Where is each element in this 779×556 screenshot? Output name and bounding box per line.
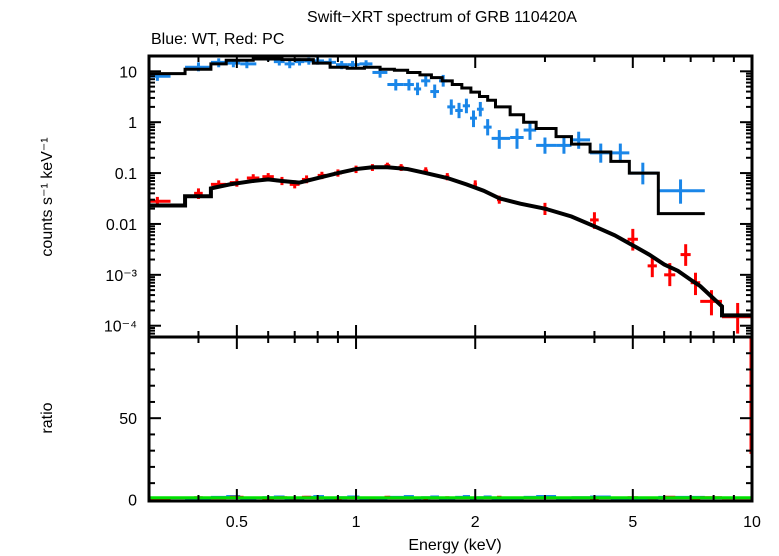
y-tick-label: 10⁻⁴ <box>104 319 137 336</box>
y-tick-label: 10 <box>119 64 137 81</box>
x-tick-label: 5 <box>628 514 637 531</box>
data-point <box>476 101 484 117</box>
y-tick-label: 0.01 <box>106 217 137 234</box>
data-point <box>483 119 492 136</box>
data-point <box>680 244 691 266</box>
y-ratio-tick-label: 50 <box>119 411 137 428</box>
data-point <box>556 137 572 154</box>
data-point <box>387 79 404 91</box>
ratio-frame <box>147 335 754 503</box>
series-pc-model <box>149 165 752 318</box>
ratio-ylabel: ratio <box>39 402 56 433</box>
chart-title: Swift−XRT spectrum of GRB 110420A <box>307 9 577 26</box>
data-point <box>430 84 439 98</box>
y-tick-label: 1 <box>128 115 137 132</box>
data-point <box>413 82 422 96</box>
series-wt-model <box>149 57 705 216</box>
data-point <box>647 255 657 278</box>
data-point <box>447 99 456 115</box>
y-tick-label: 0.1 <box>115 166 137 183</box>
x-tick-label: 1 <box>352 514 361 531</box>
data-point <box>523 122 537 140</box>
x-tick-label: 10 <box>743 514 761 531</box>
data-point <box>403 79 414 91</box>
data-point <box>284 60 295 69</box>
series-pc-data <box>149 162 752 334</box>
data-point <box>571 131 591 149</box>
x-tick-label: 0.5 <box>226 514 248 531</box>
y-ratio-tick-label: 0 <box>128 492 137 509</box>
chart-subtitle: Blue: WT, Red: PC <box>151 31 284 48</box>
data-point <box>658 179 705 204</box>
data-point <box>421 74 431 87</box>
x-tick-label: 2 <box>471 514 480 531</box>
data-point <box>536 137 557 154</box>
ratio-panel: 0.5 1 2 5 10 0 50 <box>119 335 761 531</box>
spectrum-ylabel: counts s⁻¹ keV⁻¹ <box>39 137 56 256</box>
spectrum-frame <box>147 54 754 339</box>
spectrum-panel: 10 1 0.1 0.01 10⁻³ 10⁻⁴ <box>104 54 754 339</box>
model-curve <box>149 165 752 318</box>
data-point <box>462 98 470 114</box>
data-point <box>510 128 524 149</box>
data-point <box>455 102 463 119</box>
data-point <box>491 130 511 149</box>
data-point <box>469 110 477 128</box>
data-point <box>610 143 630 163</box>
y-tick-label: 10⁻³ <box>105 268 137 285</box>
x-axis-label: Energy (keV) <box>408 537 501 554</box>
model-step-line <box>149 57 705 216</box>
